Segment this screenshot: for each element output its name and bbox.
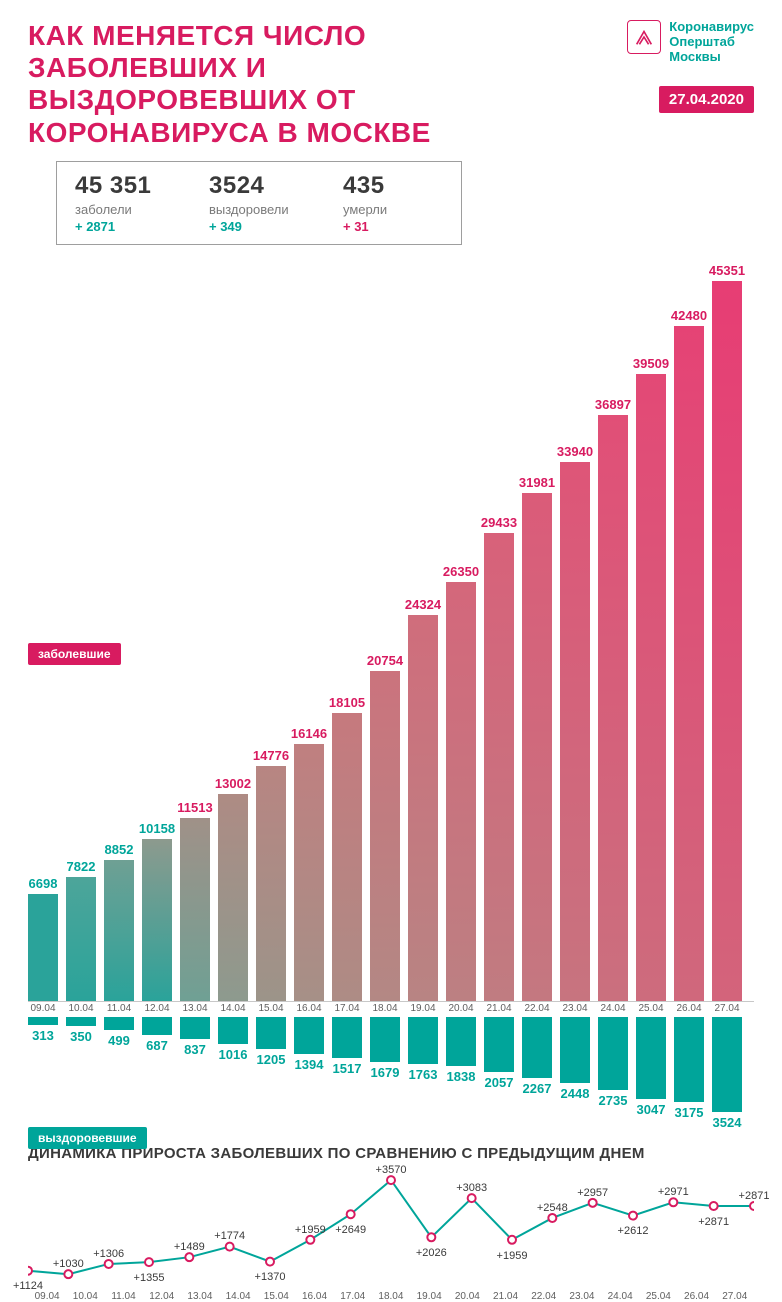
stat-died: 435 умерли + 31	[343, 172, 443, 234]
growth-point-label: +2971	[658, 1186, 689, 1198]
bar-column: 2943321.042057	[484, 533, 514, 1000]
bar-column: 885211.04499	[104, 860, 134, 1001]
growth-point-label: +1124	[13, 1280, 43, 1292]
header: КАК МЕНЯЕТСЯ ЧИСЛО ЗАБОЛЕВШИХ И ВЫЗДОРОВ…	[0, 0, 782, 255]
bar-column: 669809.04313	[28, 894, 58, 1000]
growth-point-label: +2612	[618, 1225, 649, 1237]
growth-point-label: +1030	[53, 1258, 84, 1270]
legend-recovered: выздоровевшие	[28, 1127, 147, 1149]
bar-column: 1015812.04687	[142, 839, 172, 1000]
growth-point-label: +2026	[416, 1247, 447, 1259]
main-bar-chart: 669809.04313 782210.04350 885211.04499 1015…	[28, 263, 754, 1133]
growth-point-label: +1489	[174, 1241, 205, 1253]
brand-text: Коронавирус Оперштаб Москвы	[669, 20, 754, 65]
bar-column: 1151313.04837	[180, 818, 210, 1001]
bar-column: 1614616.041394	[294, 744, 324, 1000]
growth-point-label: +2871	[698, 1216, 729, 1228]
summary-stats: 45 351 заболели + 2871 3524 выздоровели …	[56, 161, 462, 245]
growth-point-label: +1774	[214, 1230, 245, 1242]
growth-point-label: +1355	[134, 1272, 165, 1284]
bar-column: 2075418.041679	[370, 671, 400, 1000]
bar-column: 4535127.043524	[712, 281, 742, 1001]
growth-point-label: +1306	[93, 1248, 124, 1260]
growth-point-label: +2957	[577, 1187, 608, 1199]
bar-column: 3689724.042735	[598, 415, 628, 1001]
bar-column: 3198122.042267	[522, 493, 552, 1001]
bar-column: 1300214.041016	[218, 794, 248, 1000]
date-badge: 27.04.2020	[659, 86, 754, 113]
brand-block: Коронавирус Оперштаб Москвы	[627, 20, 754, 65]
stat-recovered: 3524 выздоровели + 349	[209, 172, 309, 234]
bar-column: 2635020.041838	[446, 582, 476, 1000]
growth-line-chart: +1124+1030+1306+1355+1489+1774+1370+1959…	[28, 1169, 754, 1289]
growth-point-label: +3083	[456, 1182, 487, 1194]
bar-column: 2432419.041763	[408, 615, 438, 1001]
growth-point-label: +2871	[739, 1190, 770, 1202]
growth-section: ДИНАМИКА ПРИРОСТА ЗАБОЛЕВШИХ ПО СРАВНЕНИ…	[28, 1145, 754, 1302]
bar-column: 782210.04350	[66, 877, 96, 1001]
bar-column: 1810517.041517	[332, 713, 362, 1000]
main-title: КАК МЕНЯЕТСЯ ЧИСЛО ЗАБОЛЕВШИХ И ВЫЗДОРОВ…	[28, 20, 548, 149]
bar-column: 3394023.042448	[560, 462, 590, 1001]
growth-point-label: +1959	[295, 1224, 326, 1236]
growth-point-label: +3570	[376, 1164, 407, 1176]
bar-column: 3950925.043047	[636, 374, 666, 1001]
moscow-emblem-icon	[627, 20, 661, 54]
growth-point-label: +1370	[255, 1271, 286, 1283]
bar-column: 4248026.043175	[674, 326, 704, 1000]
stat-infected: 45 351 заболели + 2871	[75, 172, 175, 234]
bar-column: 1477615.041205	[256, 766, 286, 1001]
growth-point-label: +2649	[335, 1224, 366, 1236]
growth-date-axis: 09.0410.0411.0412.0413.0414.0415.0416.04…	[28, 1291, 754, 1302]
legend-infected: заболевшие	[28, 643, 121, 665]
growth-point-label: +1959	[497, 1250, 528, 1262]
growth-point-label: +2548	[537, 1202, 568, 1214]
